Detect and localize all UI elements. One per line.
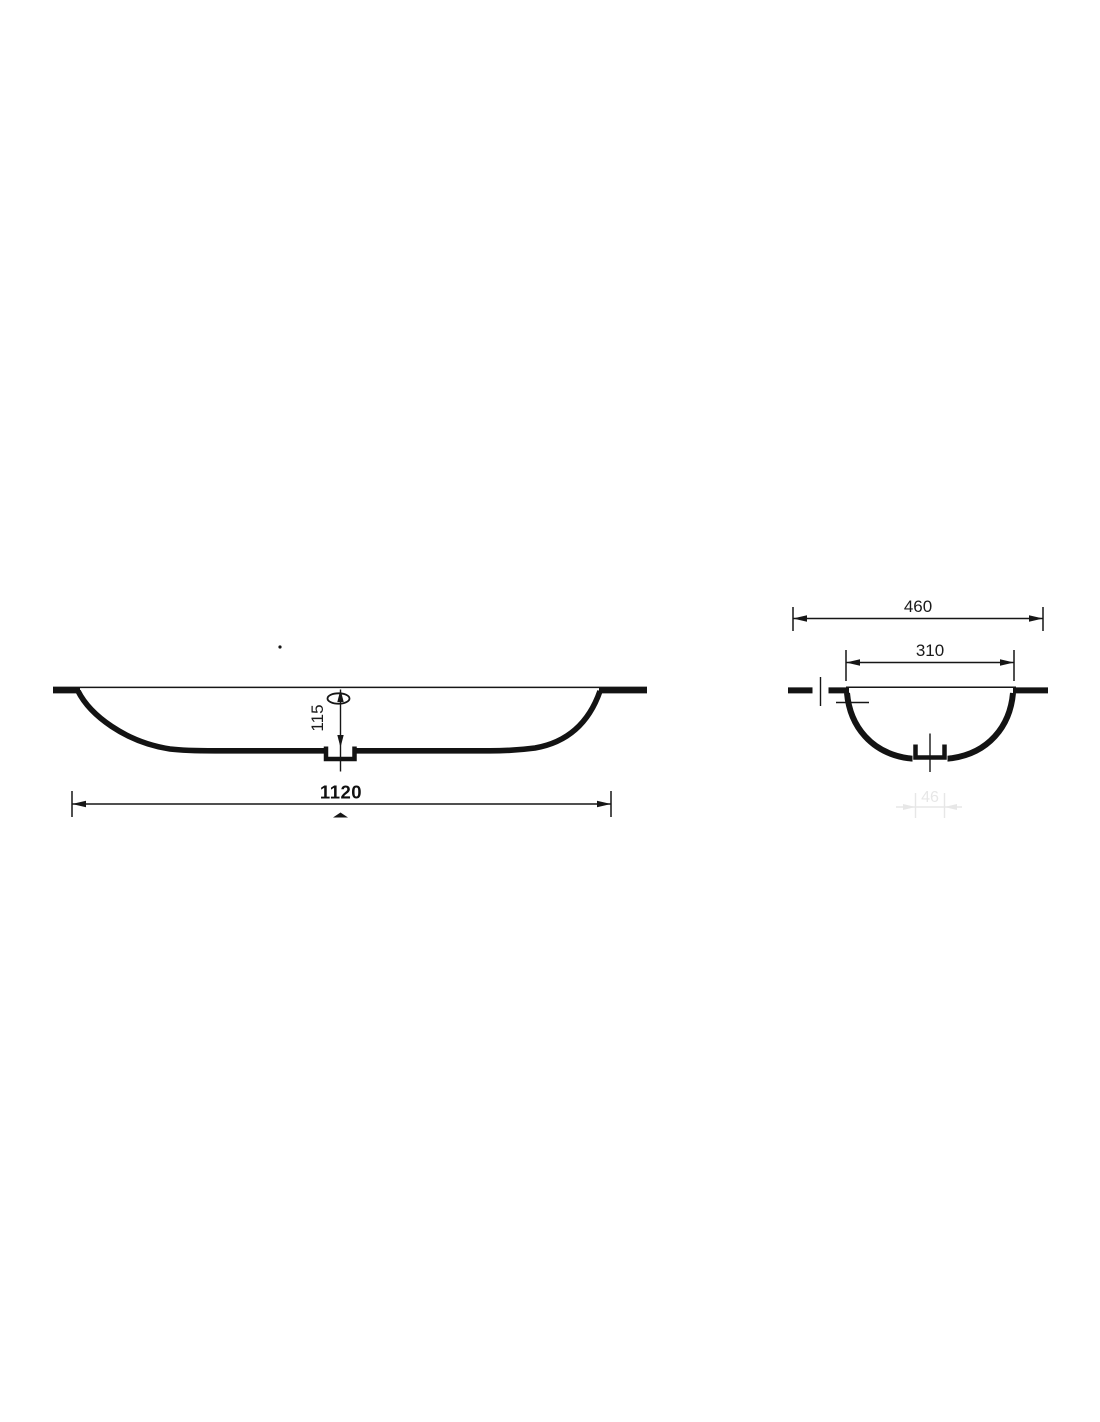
overflow-hole-symbol: [326, 692, 351, 705]
dim-46-arrow-right: [944, 804, 957, 810]
dim-1120-arrow-left: [72, 800, 86, 808]
dimension-460: 460: [792, 597, 1044, 631]
dim-310-arrow-left: [846, 659, 860, 666]
dimension-46-faint: 46: [896, 789, 962, 818]
dim-46-arrow-left: [903, 804, 916, 810]
dimension-310: 310: [845, 641, 1015, 681]
side-section-view: 460 310: [788, 597, 1048, 818]
dim-115-label: 115: [308, 704, 327, 731]
dim-1120-label: 1120: [320, 782, 362, 803]
dimension-115: 115: [308, 689, 344, 748]
dim-1120-arrow-right: [597, 800, 611, 808]
dim-115-arrow-up: [337, 689, 344, 702]
dim-310-label: 310: [916, 641, 944, 660]
reference-dot: [278, 645, 282, 649]
dimension-1120: 1120: [71, 782, 612, 818]
dim-115-arrow-down: [337, 735, 344, 748]
dim-460-arrow-right: [1029, 615, 1043, 622]
dim-460-arrow-left: [793, 615, 807, 622]
front-bowl-outline: [75, 689, 603, 754]
dim-46-label: 46: [921, 789, 939, 806]
center-mark: [333, 812, 348, 818]
dim-310-arrow-right: [1000, 659, 1014, 666]
front-section-view: 115 1120: [53, 645, 647, 818]
dim-460-label: 460: [904, 597, 932, 616]
